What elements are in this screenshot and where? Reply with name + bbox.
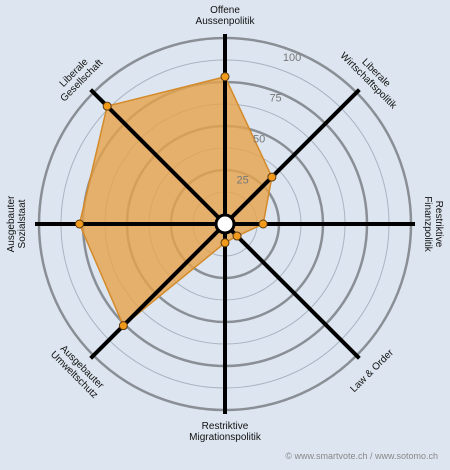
hub [214, 213, 236, 235]
tick-label: 50 [253, 134, 265, 146]
category-line: Sozialstaat [17, 199, 28, 248]
category-line: Ausgebauter [6, 195, 17, 252]
tick-label: 75 [269, 93, 281, 105]
category-line: Restriktive [202, 421, 249, 432]
category-line: Aussenpolitik [196, 16, 256, 27]
category-line: Migrationspolitik [189, 432, 262, 443]
data-point [220, 72, 230, 82]
data-point [74, 219, 84, 229]
category-line: Restriktive [433, 201, 444, 248]
category-line: Finanzpolitik [422, 196, 433, 253]
tick-label: 100 [283, 52, 301, 64]
copyright: © www.smartvote.ch / www.sotomo.ch [285, 451, 438, 461]
axis [223, 222, 361, 360]
axis [223, 88, 361, 226]
data-point [258, 219, 268, 229]
axis [89, 88, 227, 226]
data-point [232, 231, 242, 241]
data-point [118, 321, 128, 331]
category-label: Ausgebauter Sozialstaat [6, 195, 28, 252]
tick-label: 25 [236, 174, 248, 186]
axis [89, 222, 227, 360]
data-point [220, 238, 230, 248]
data-point [267, 172, 277, 182]
category-line: Offene [210, 5, 240, 16]
data-point [102, 101, 112, 111]
